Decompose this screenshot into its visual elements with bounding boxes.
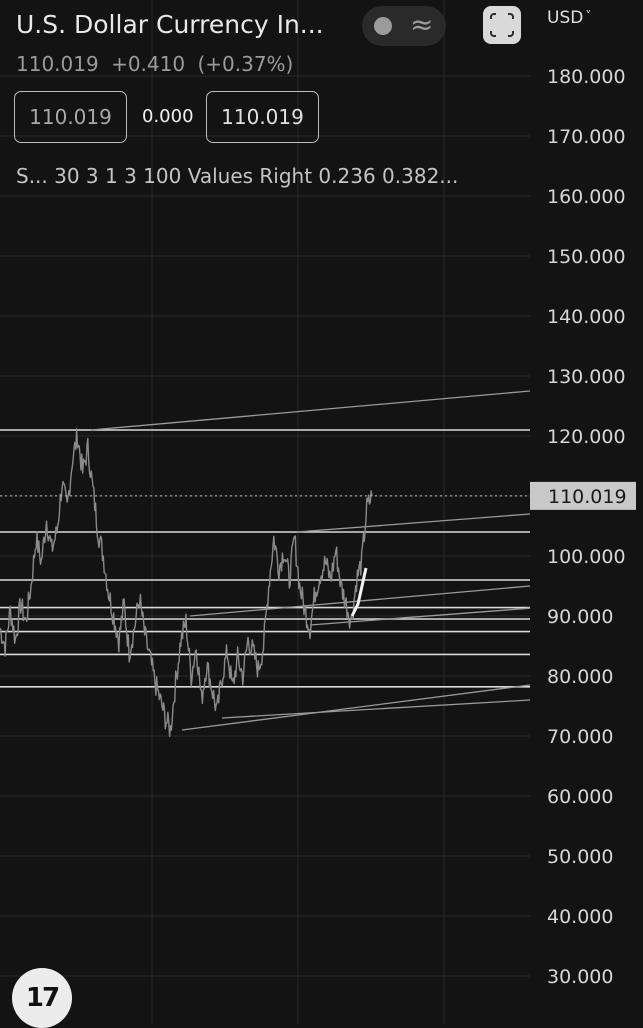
- tradingview-logo-icon: 17: [25, 983, 60, 1013]
- approx-wave-icon: ≈: [410, 8, 434, 41]
- price-line: [0, 428, 373, 737]
- horizontal-levels: [0, 429, 530, 688]
- y-tick-label: 180.000: [547, 66, 626, 88]
- y-tick-label: 60.000: [547, 786, 613, 808]
- tradingview-logo[interactable]: 17: [12, 968, 72, 1028]
- quote-line: 110.019 +0.410 (+0.37%): [16, 52, 299, 76]
- y-tick-label: 100.000: [547, 546, 626, 568]
- indicator-legend[interactable]: S... 30 3 1 3 100 Values Right 0.236 0.3…: [16, 164, 459, 188]
- chart-mode-toggle[interactable]: ≈: [362, 6, 446, 46]
- y-tick-label: 80.000: [547, 666, 613, 688]
- last-price: 110.019: [16, 52, 99, 76]
- y-tick-label: 90.000: [547, 606, 613, 628]
- dot-icon: [374, 17, 392, 35]
- trend-lines: [90, 390, 531, 731]
- y-tick-label: 170.000: [547, 126, 626, 148]
- y-tick-label: 150.000: [547, 246, 626, 268]
- last-price-label-bg: [530, 481, 636, 510]
- y-tick-label: 50.000: [547, 846, 613, 868]
- price-series: [0, 428, 373, 737]
- sell-price-button[interactable]: 110.019: [14, 91, 127, 143]
- trend-line: [90, 390, 531, 431]
- spread-value: 0.000: [142, 106, 194, 127]
- chevron-down-icon: ˅: [585, 9, 592, 23]
- price-change: +0.410: [111, 52, 186, 76]
- y-tick-label: 160.000: [547, 186, 626, 208]
- buy-price-button[interactable]: 110.019: [206, 91, 319, 143]
- price-change-pct: (+0.37%): [197, 52, 294, 76]
- symbol-title[interactable]: U.S. Dollar Currency In...: [16, 10, 324, 39]
- last-price-marker: 110.019: [0, 481, 636, 510]
- fullscreen-button[interactable]: [483, 6, 521, 44]
- trend-line: [181, 684, 531, 731]
- trend-line: [296, 513, 531, 533]
- price-axis[interactable]: 180.000 170.000 160.000 150.000 140.000 130.0…: [547, 66, 626, 988]
- y-tick-label: 40.000: [547, 906, 613, 928]
- trend-line: [309, 607, 531, 626]
- highlight-segment: [350, 567, 368, 617]
- y-tick-label: 70.000: [547, 726, 613, 748]
- currency-selector[interactable]: USD ˅: [547, 8, 591, 28]
- y-tick-label: 140.000: [547, 306, 626, 328]
- last-price-label: 110.019: [548, 486, 627, 508]
- trend-line: [221, 699, 531, 719]
- y-tick-label: 120.000: [547, 426, 626, 448]
- chart-grid: [0, 0, 530, 1024]
- y-tick-label: 130.000: [547, 366, 626, 388]
- currency-label: USD: [547, 8, 584, 28]
- y-tick-label: 30.000: [547, 966, 613, 988]
